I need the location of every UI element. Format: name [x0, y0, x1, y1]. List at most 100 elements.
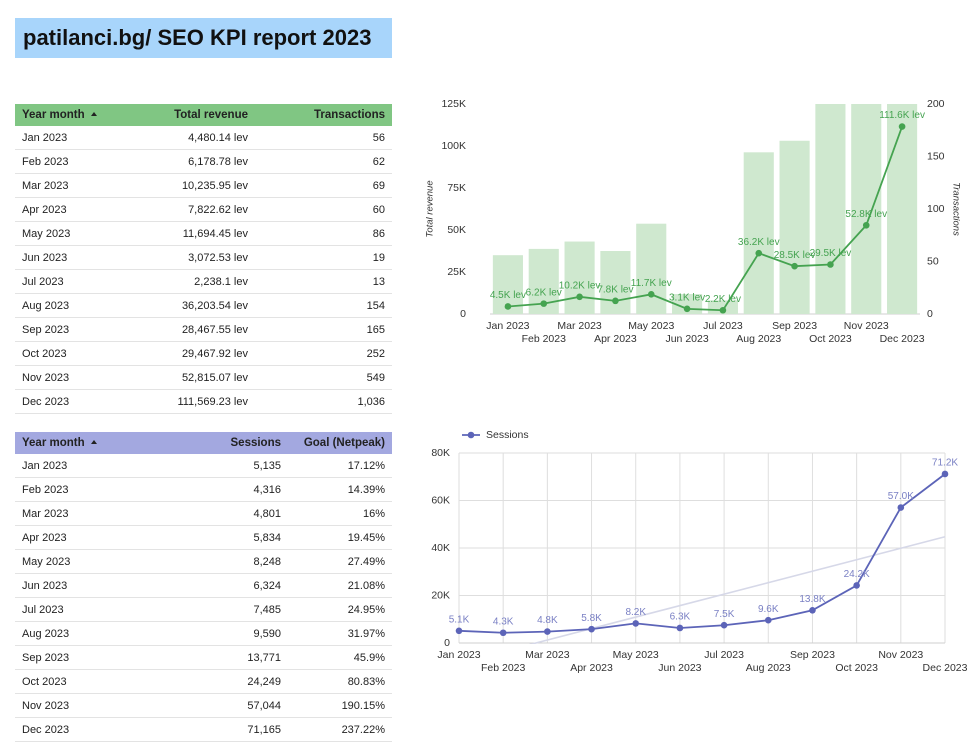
y-tick-label: 40K — [431, 542, 450, 554]
y-tick-label: 25K — [447, 266, 466, 278]
table-cell: 13,771 — [125, 645, 281, 670]
table-cell: 4,801 — [125, 501, 281, 526]
data-label: 2.2K lev — [705, 294, 741, 305]
table-row: Mar 2023 10,235.95 lev 69 — [15, 173, 392, 198]
column-header[interactable]: Goal (Netpeak) — [281, 432, 392, 454]
table-cell: Jul 2023 — [15, 597, 125, 622]
table-cell: Aug 2023 — [15, 621, 125, 646]
x-tick-label: Jun 2023 — [665, 333, 708, 345]
point — [897, 504, 905, 511]
x-tick-label: Mar 2023 — [557, 320, 602, 332]
data-label: 6.2K lev — [526, 287, 562, 298]
table-cell: 13 — [248, 269, 392, 294]
column-header[interactable]: Total revenue — [125, 104, 248, 126]
y-tick-label: 100K — [441, 140, 466, 152]
point — [455, 627, 463, 635]
table-row: Jul 2023 7,485 24.95% — [15, 597, 392, 622]
data-label: 5.8K — [581, 613, 602, 624]
y2-tick-label: 150 — [927, 150, 945, 162]
column-header[interactable]: Transactions — [248, 104, 392, 126]
table-row: Nov 2023 52,815.07 lev 549 — [15, 365, 392, 390]
data-label: 36.2K lev — [738, 237, 780, 248]
x-tick-label: Apr 2023 — [594, 333, 637, 345]
table-row: Feb 2023 6,178.78 lev 62 — [15, 149, 392, 174]
table-cell: 56 — [248, 126, 392, 150]
data-table: Year month Total revenue Transactions Jan 2… — [15, 104, 392, 414]
point — [827, 261, 834, 268]
data-label: 5.1K — [449, 614, 470, 625]
column-header[interactable]: Year month — [15, 432, 125, 454]
column-header[interactable]: Year month — [15, 104, 125, 126]
table-row: Apr 2023 7,822.62 lev 60 — [15, 197, 392, 222]
table-row: Oct 2023 29,467.92 lev 252 — [15, 341, 392, 366]
table-cell: 4,480.14 lev — [125, 126, 248, 150]
column-header-text: Transactions — [314, 109, 385, 121]
table-cell: Aug 2023 — [15, 293, 125, 318]
table-cell: 27.49% — [281, 549, 392, 574]
bar — [779, 140, 810, 314]
table-cell: 31.97% — [281, 621, 392, 646]
point — [632, 620, 640, 627]
x-tick-label: Aug 2023 — [736, 333, 781, 345]
table-cell: 45.9% — [281, 645, 392, 670]
data-label: 24.2K — [844, 569, 870, 580]
y2-tick-label: 50 — [927, 255, 939, 267]
table-row: Jun 2023 3,072.53 lev 19 — [15, 245, 392, 270]
point — [676, 624, 684, 632]
header-row: Year month Sessions Goal (Netpeak) — [15, 432, 392, 454]
column-header-text: Year month — [22, 437, 85, 449]
sort-icon — [90, 112, 97, 116]
y2-tick-label: 200 — [927, 98, 945, 110]
point — [683, 305, 691, 313]
table-cell: Jun 2023 — [15, 573, 125, 598]
x-tick-label: Jan 2023 — [486, 320, 529, 332]
table-cell: 6,178.78 lev — [125, 149, 248, 174]
table-row: Oct 2023 24,249 80.83% — [15, 669, 392, 694]
x-tick-label: Nov 2023 — [878, 649, 923, 661]
table-cell: 14.39% — [281, 477, 392, 502]
data-label: 10.2K lev — [559, 280, 601, 291]
table-cell: 80.83% — [281, 669, 392, 694]
table-row: Nov 2023 57,044 190.15% — [15, 693, 392, 718]
point — [540, 300, 548, 307]
table-cell: 16% — [281, 501, 392, 526]
data-label: 111.6K lev — [879, 110, 925, 121]
table-cell: Dec 2023 — [15, 717, 125, 742]
x-tick-label: Sep 2023 — [772, 320, 817, 332]
x-tick-label: Jul 2023 — [704, 649, 744, 661]
table-cell: 4,316 — [125, 477, 281, 502]
y-tick-label: 50K — [447, 224, 466, 236]
table-cell: Oct 2023 — [15, 669, 125, 694]
table-row: Jan 2023 5,135 17.12% — [15, 454, 392, 478]
x-tick-label: Feb 2023 — [522, 333, 567, 345]
point — [499, 629, 507, 637]
y-tick-label: 0 — [444, 637, 450, 649]
data-label: 11.7K lev — [631, 278, 672, 289]
table-row: Aug 2023 36,203.54 lev 154 — [15, 293, 392, 318]
x-tick-label: Feb 2023 — [481, 662, 526, 674]
table-cell: Jul 2023 — [15, 269, 125, 294]
bar — [851, 104, 882, 314]
table-cell: 549 — [248, 365, 392, 390]
table-cell: 29,467.92 lev — [125, 341, 248, 366]
table-cell: May 2023 — [15, 221, 125, 246]
point — [862, 221, 870, 229]
table-row: Apr 2023 5,834 19.45% — [15, 525, 392, 550]
table-cell: Dec 2023 — [15, 389, 125, 414]
table-cell: Nov 2023 — [15, 693, 125, 718]
table-row: Jun 2023 6,324 21.08% — [15, 573, 392, 598]
table-cell: Feb 2023 — [15, 477, 125, 502]
column-header[interactable]: Sessions — [125, 432, 282, 454]
point — [764, 616, 772, 624]
table-cell: 165 — [248, 317, 392, 342]
y2-axis-label: Transactions — [950, 182, 961, 236]
table-cell: 9,590 — [125, 621, 281, 646]
table-cell: 5,834 — [125, 525, 281, 550]
point — [504, 303, 512, 310]
point — [576, 293, 583, 301]
point — [647, 291, 655, 298]
y-tick-label: 60K — [431, 494, 450, 506]
point — [755, 249, 763, 257]
x-tick-label: Nov 2023 — [844, 320, 889, 332]
